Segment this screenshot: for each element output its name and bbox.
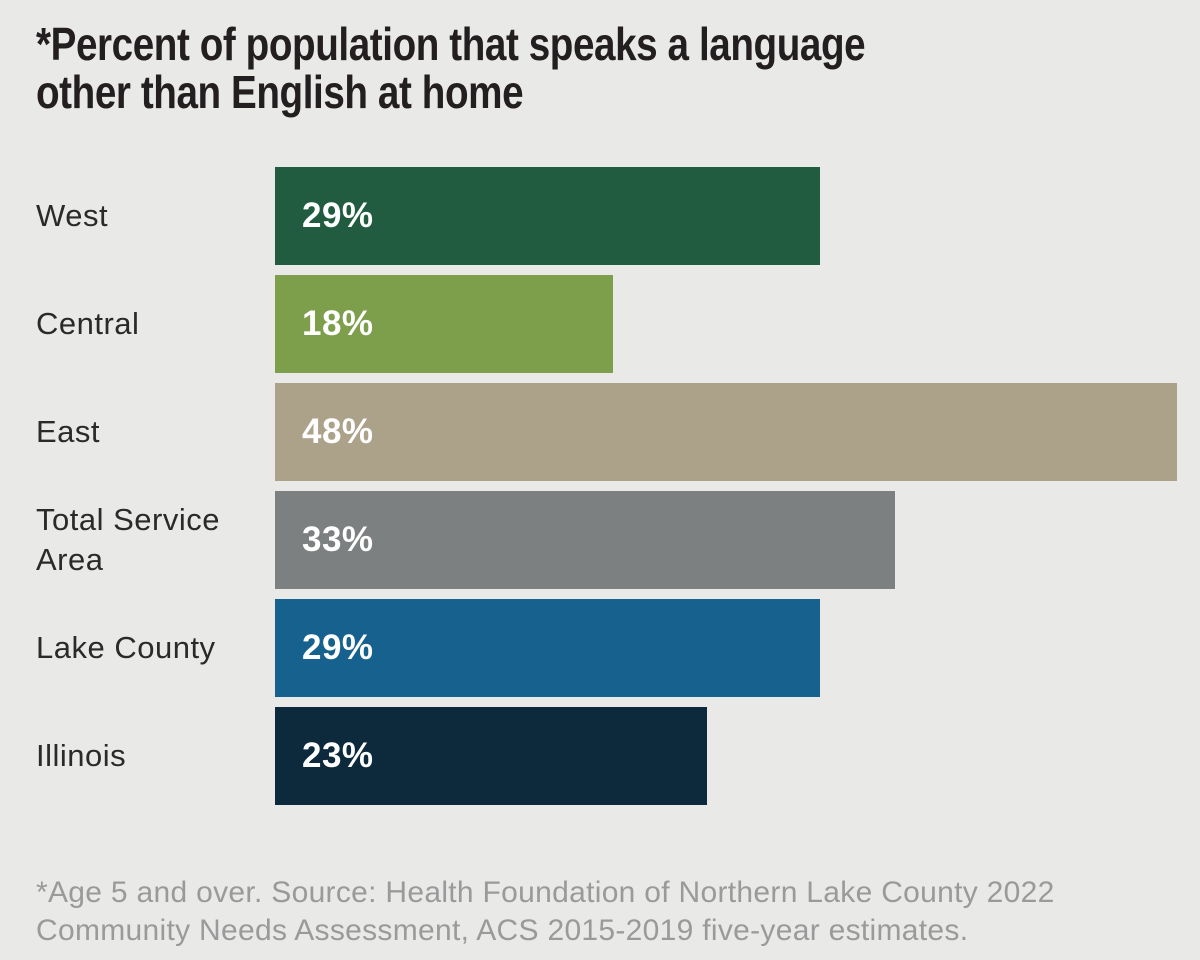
bar-row: East 48% bbox=[0, 383, 1200, 481]
bar-row: Total Service Area 33% bbox=[0, 491, 1200, 589]
bar-illinois: 23% bbox=[275, 707, 707, 805]
chart-title-line-1: *Percent of population that speaks a lan… bbox=[36, 18, 866, 70]
bar-value-label: 23% bbox=[302, 736, 374, 775]
bar-west: 29% bbox=[275, 167, 820, 265]
bar-east: 48% bbox=[275, 383, 1177, 481]
chart-title: *Percent of population that speaks a lan… bbox=[36, 20, 1023, 116]
bar-lake-county: 29% bbox=[275, 599, 820, 697]
bar-total-service-area: 33% bbox=[275, 491, 895, 589]
source-footnote-line-2: Community Needs Assessment, ACS 2015-201… bbox=[36, 914, 969, 947]
category-label: West bbox=[36, 198, 109, 233]
bar-row: Illinois 23% bbox=[0, 707, 1200, 805]
bar-value-label: 18% bbox=[302, 304, 374, 343]
bar-chart: West 29% Central 18% East 48% Total Service Ar… bbox=[0, 167, 1200, 815]
category-label: Lake County bbox=[36, 630, 216, 665]
source-footnote: *Age 5 and over. Source: Health Foundati… bbox=[36, 874, 1055, 950]
source-footnote-line-1: *Age 5 and over. Source: Health Foundati… bbox=[36, 876, 1055, 909]
category-label: Illinois bbox=[36, 738, 127, 773]
bar-row: Central 18% bbox=[0, 275, 1200, 373]
category-label: Central bbox=[36, 306, 140, 341]
bar-value-label: 29% bbox=[302, 628, 374, 667]
bar-value-label: 48% bbox=[302, 412, 374, 451]
category-label: East bbox=[36, 414, 101, 449]
category-label: Total Service Area bbox=[36, 502, 220, 577]
bar-row: Lake County 29% bbox=[0, 599, 1200, 697]
bar-central: 18% bbox=[275, 275, 613, 373]
bar-value-label: 33% bbox=[302, 520, 374, 559]
bar-row: West 29% bbox=[0, 167, 1200, 265]
chart-title-line-2: other than English at home bbox=[36, 66, 524, 118]
bar-value-label: 29% bbox=[302, 196, 374, 235]
